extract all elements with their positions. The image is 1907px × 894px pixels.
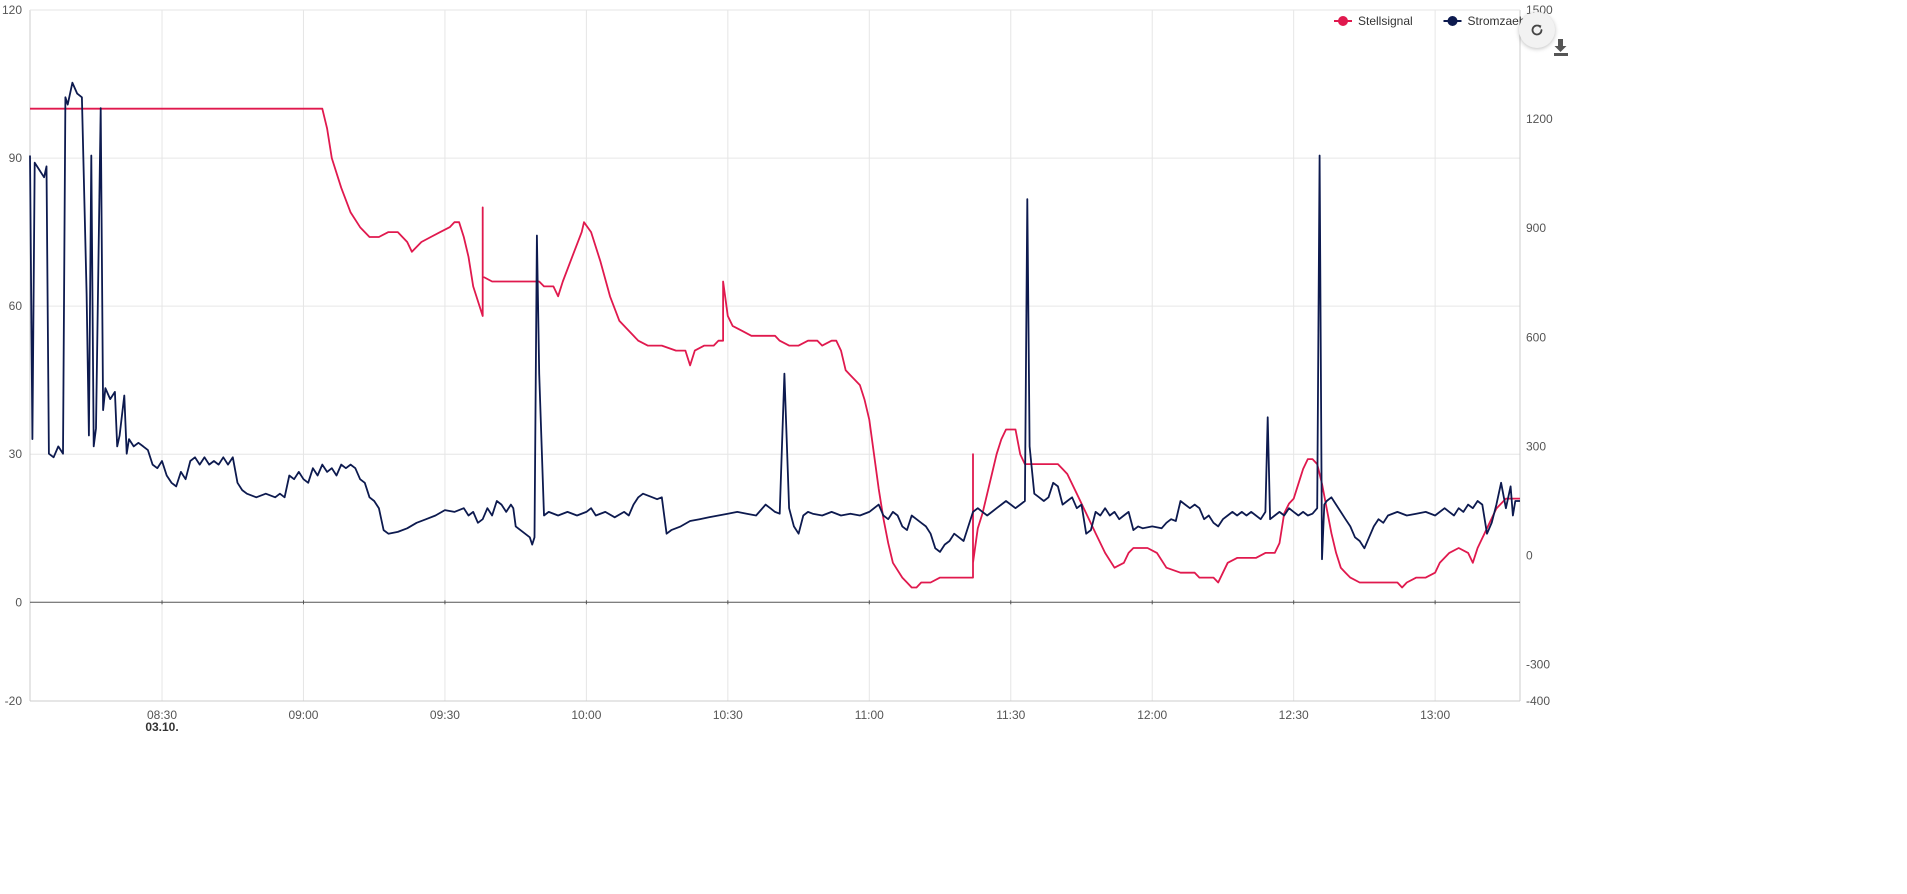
x-tick-label: 11:30 [996,708,1025,722]
y-left-tick-label: 90 [9,151,23,165]
series-layer [29,81,1520,589]
x-tick-label: 10:30 [713,708,743,722]
line-chart: -200306090120-400-3000300600900120015000… [2,3,1553,734]
legend-marker-stromzaehler [1447,16,1458,26]
legend-marker-stellsignal [1338,16,1348,26]
download-icon [1554,39,1568,56]
y-left-tick-label: 30 [9,447,23,461]
grid-lines [30,9,1520,702]
x-tick-label: 11:00 [855,708,884,722]
x-tick-label: 09:30 [430,708,460,722]
y-right-tick-label: 0 [1526,549,1533,563]
y-right-tick-label: 300 [1526,439,1546,453]
x-tick-label: 08:30 [147,708,177,722]
y-right-tick-label: -300 [1526,658,1550,672]
legend: Stellsignal Stromzaehler [1334,14,1539,28]
series-line-stromzaehler [29,81,1520,561]
x-tick-sublabel: 03.10. [145,720,178,734]
reload-button[interactable] [1519,12,1555,48]
axes: -200306090120-400-3000300600900120015000… [2,3,1553,734]
series-line-stellsignal [30,107,1520,589]
y-left-tick-label: -20 [5,694,23,708]
y-right-tick-label: 900 [1526,221,1546,235]
y-right-tick-label: 1200 [1526,112,1553,126]
x-tick-label: 10:00 [571,708,601,722]
y-right-tick-label: 600 [1526,330,1546,344]
download-button[interactable] [1553,38,1568,58]
x-tick-label: 13:00 [1420,708,1450,722]
y-left-tick-label: 0 [15,595,22,609]
reload-icon [1531,24,1543,36]
legend-label-stellsignal: Stellsignal [1358,14,1413,28]
x-tick-label: 12:30 [1279,708,1309,722]
y-left-tick-label: 120 [2,3,22,17]
y-left-tick-label: 60 [9,299,23,313]
y-right-tick-label: -400 [1526,694,1550,708]
x-tick-label: 12:00 [1137,708,1167,722]
x-tick-label: 09:00 [288,708,318,722]
